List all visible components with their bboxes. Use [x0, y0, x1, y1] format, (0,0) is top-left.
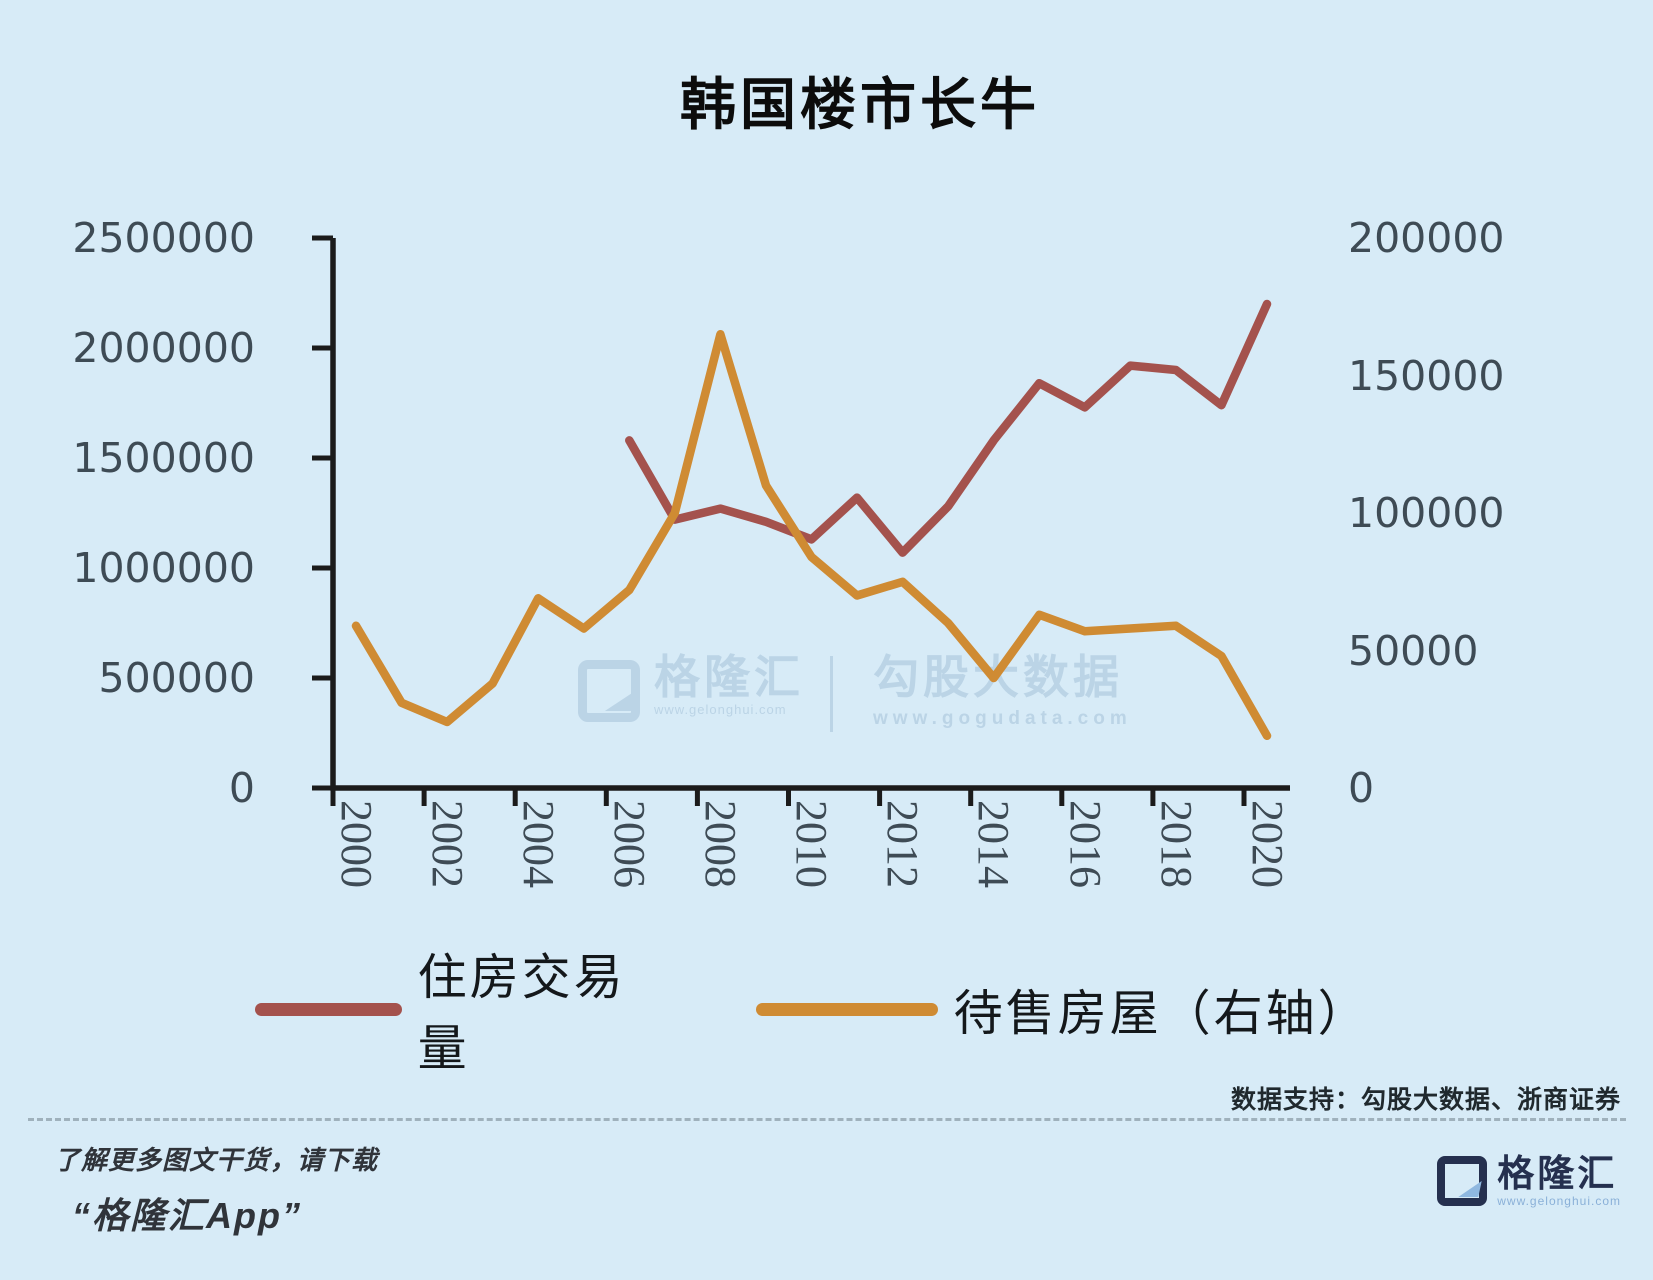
legend: 住房交易量 待售房屋（右轴） — [255, 938, 1370, 1080]
x-axis-tick-label: 2008 — [696, 800, 746, 888]
promo-line1: 了解更多图文干货，请下载 — [54, 1145, 379, 1175]
watermark-divider — [830, 656, 833, 732]
watermark-brand-url: www.gelonghui.com — [654, 702, 787, 717]
legend-label-transactions: 住房交易量 — [417, 950, 626, 1076]
x-axis-tick-label: 2012 — [878, 800, 928, 888]
chart-title: 韩国楼市长牛 — [680, 73, 1040, 136]
legend-swatch-transactions — [255, 1002, 402, 1016]
y-axis-left-tick-label: 0 — [228, 764, 255, 812]
y-axis-right-tick-label: 50000 — [1348, 626, 1479, 675]
y-axis-left-tick-label: 2500000 — [72, 214, 255, 262]
x-axis-tick-label: 2016 — [1060, 800, 1110, 888]
x-axis-tick-label: 2002 — [422, 800, 472, 888]
y-axis-left-tick-label: 1500000 — [72, 434, 255, 482]
y-axis-left-tick-label: 2000000 — [72, 324, 255, 372]
x-axis-tick-label: 2000 — [331, 800, 381, 888]
series-line-1 — [351, 330, 1272, 741]
x-axis-tick-label: 2020 — [1242, 800, 1292, 888]
gelonghui-brand-logo: 格隆汇 www.gelonghui.com — [1437, 1152, 1621, 1208]
logo-arrow-icon — [1458, 1181, 1482, 1197]
legend-label-unsold: 待售房屋（右轴） — [953, 985, 1370, 1041]
x-axis-tick-label: 2006 — [605, 800, 655, 888]
brand-name: 格隆汇 — [1497, 1153, 1618, 1194]
y-axis-right-tick-label: 150000 — [1348, 351, 1505, 400]
y-axis-left-tick-label: 500000 — [98, 654, 255, 702]
x-axis-tick-label: 2010 — [787, 800, 837, 888]
y-axis-right-tick-label: 100000 — [1348, 489, 1505, 537]
gelonghui-logo-icon — [1437, 1156, 1488, 1206]
promo-line2: “格隆汇App” — [72, 1195, 302, 1236]
y-axis-right-tick-label: 200000 — [1348, 214, 1505, 262]
legend-swatch-unsold — [756, 1002, 938, 1016]
data-support-note: 数据支持：勾股大数据、浙商证券 — [1230, 1086, 1621, 1114]
y-axis-right-tick-label: 0 — [1348, 764, 1375, 812]
series-line-0 — [625, 299, 1272, 557]
legend-item-unsold: 待售房屋（右轴） — [756, 974, 1370, 1045]
x-axis-tick-label: 2004 — [513, 800, 563, 888]
y-axis-left-tick-label: 1000000 — [72, 544, 255, 592]
watermark-partner-url: www.gogudata.com — [873, 708, 1132, 729]
legend-item-transactions: 住房交易量 — [255, 938, 668, 1080]
brand-url: www.gelonghui.com — [1497, 1194, 1621, 1208]
promo-text: 了解更多图文干货，请下载 “格隆汇App” — [54, 1140, 378, 1239]
x-axis-tick-label: 2018 — [1151, 800, 1201, 888]
footer-divider — [28, 1118, 1626, 1121]
x-axis-tick-label: 2014 — [969, 800, 1019, 888]
gelonghui-logo-icon — [578, 660, 640, 722]
watermark: 格隆汇 www.gelonghui.com 勾股大数据 www.gogudata… — [578, 648, 1132, 732]
watermark-brand-name: 格隆汇 — [654, 651, 804, 703]
axis-lines — [330, 238, 1290, 791]
